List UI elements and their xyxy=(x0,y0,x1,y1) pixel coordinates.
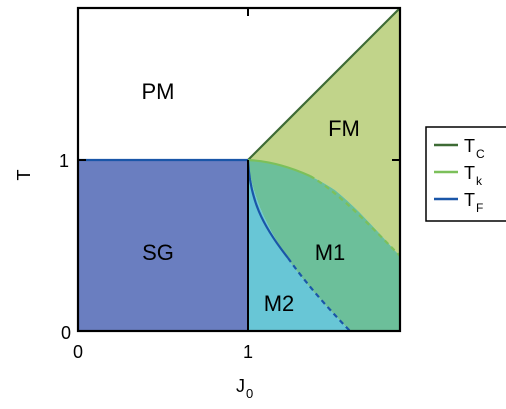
legend-label-tf-sub: F xyxy=(476,201,483,215)
sg-region xyxy=(78,160,248,331)
m1-region xyxy=(248,160,400,331)
m2-label: M2 xyxy=(264,291,295,316)
legend-label-tf-main: T xyxy=(464,190,475,210)
legend-label-tk-main: T xyxy=(464,163,475,183)
pm-label: PM xyxy=(142,79,175,104)
x-tick-label-0: 0 xyxy=(73,342,83,362)
tc-line xyxy=(247,7,401,161)
x-axis-label-main: J xyxy=(236,376,245,396)
legend-box xyxy=(425,126,506,222)
tk-line-dashed xyxy=(309,175,401,257)
tf-line-dashed xyxy=(287,257,351,332)
tf-line-solid xyxy=(246,159,289,259)
fm-region xyxy=(248,8,400,256)
fm-label: FM xyxy=(328,116,360,141)
m1-label: M1 xyxy=(315,240,346,265)
legend-label-tk-sub: k xyxy=(476,174,483,188)
tk-line-solid xyxy=(247,158,311,178)
plot-frame xyxy=(76,6,402,333)
legend-label-tc-sub: C xyxy=(476,147,485,161)
sg-label: SG xyxy=(142,240,174,265)
y-tick-label-0: 0 xyxy=(61,323,71,343)
x-axis-label-sub: 0 xyxy=(246,386,253,401)
legend-label-tc-main: T xyxy=(464,136,475,156)
x-axis-label: J 0 xyxy=(236,376,253,401)
m2-region xyxy=(248,160,350,331)
y-tick-label-1: 1 xyxy=(59,151,69,171)
y-axis-label: T xyxy=(14,170,34,181)
legend: T C T k T F xyxy=(425,126,506,222)
x-tick-label-1: 1 xyxy=(243,342,253,362)
